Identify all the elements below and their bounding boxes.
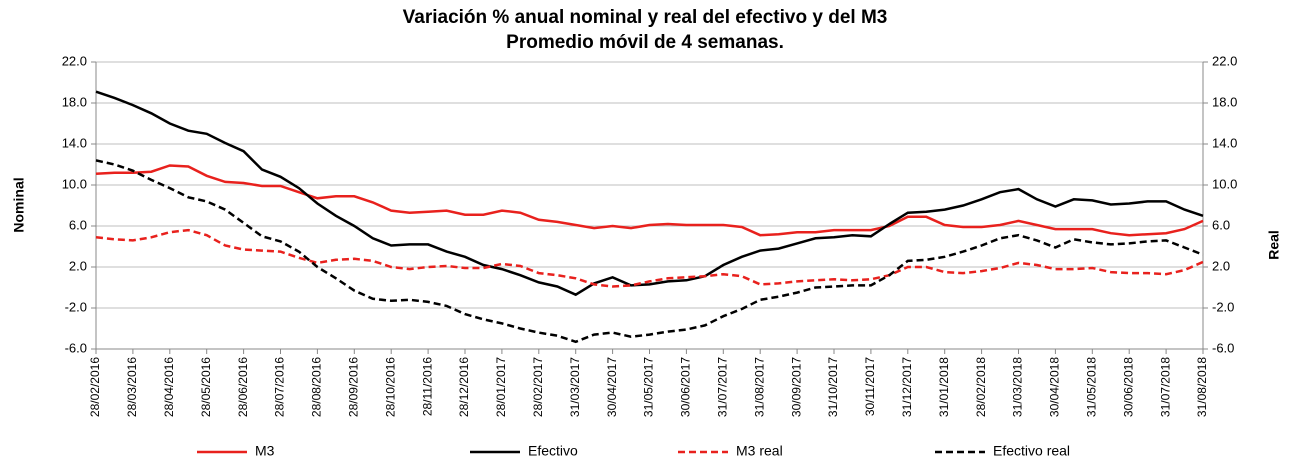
y-tick-label: 6.0 <box>69 217 87 232</box>
x-tick-label: 31/01/2018 <box>937 357 951 417</box>
y2-tick-label: -2.0 <box>1212 299 1234 314</box>
legend-label: Efectivo real <box>993 443 1070 459</box>
y2-axis-title: Real <box>1266 230 1282 260</box>
x-tick-label: 30/09/2017 <box>789 357 803 417</box>
x-tick-label: 28/05/2016 <box>199 357 213 417</box>
series-line <box>95 228 1204 288</box>
chart-title: Variación % anual nominal y real del efe… <box>403 7 888 28</box>
x-tick-label: 28/07/2016 <box>273 357 287 417</box>
x-tick-label: 31/10/2017 <box>826 357 840 417</box>
y2-tick-label: 10.0 <box>1212 176 1237 191</box>
series-line <box>95 164 1204 237</box>
y-tick-label: 18.0 <box>62 94 87 109</box>
legend-label: M3 real <box>736 443 783 459</box>
x-tick-label: 30/04/2018 <box>1048 357 1062 417</box>
x-tick-label: 28/03/2016 <box>125 357 139 417</box>
x-tick-label: 30/06/2018 <box>1121 357 1135 417</box>
x-tick-label: 30/04/2017 <box>605 357 619 417</box>
x-tick-label: 28/09/2016 <box>346 357 360 417</box>
x-tick-label: 30/06/2017 <box>679 357 693 417</box>
chart-subtitle: Promedio móvil de 4 semanas. <box>506 32 784 53</box>
x-tick-label: 31/03/2018 <box>1011 357 1025 417</box>
y2-tick-label: 22.0 <box>1212 53 1237 68</box>
y-tick-label: 22.0 <box>62 53 87 68</box>
series-line <box>95 90 1204 297</box>
legend-label: M3 <box>255 443 275 459</box>
y2-tick-label: -6.0 <box>1212 340 1234 355</box>
x-tick-label: 31/07/2018 <box>1158 357 1172 417</box>
x-tick-label: 28/02/2017 <box>531 357 545 417</box>
y-tick-label: 14.0 <box>62 135 87 150</box>
x-tick-label: 31/05/2018 <box>1084 357 1098 417</box>
x-tick-label: 31/08/2018 <box>1195 357 1209 417</box>
x-tick-label: 31/07/2017 <box>715 357 729 417</box>
y-tick-label: -6.0 <box>65 340 87 355</box>
y-axis-title: Nominal <box>11 177 27 232</box>
x-tick-label: 28/08/2016 <box>310 357 324 417</box>
x-tick-label: 28/10/2016 <box>383 357 397 417</box>
y2-tick-label: 2.0 <box>1212 258 1230 273</box>
x-tick-label: 28/04/2016 <box>162 357 176 417</box>
x-tick-label: 28/06/2016 <box>236 357 250 417</box>
x-tick-label: 28/02/2018 <box>974 357 988 417</box>
y2-tick-label: 18.0 <box>1212 94 1237 109</box>
x-tick-label: 28/02/2016 <box>88 357 102 417</box>
x-tick-label: 28/11/2016 <box>420 357 434 416</box>
y2-tick-label: 14.0 <box>1212 135 1237 150</box>
x-tick-label: 31/03/2017 <box>568 357 582 417</box>
y-tick-label: 2.0 <box>69 258 87 273</box>
x-tick-label: 30/11/2017 <box>863 357 877 416</box>
y2-tick-label: 6.0 <box>1212 217 1230 232</box>
legend-label: Efectivo <box>528 443 578 459</box>
x-tick-label: 28/12/2016 <box>457 357 471 417</box>
x-tick-label: 31/05/2017 <box>642 357 656 417</box>
y-tick-label: 10.0 <box>62 176 87 191</box>
x-tick-label: 31/08/2017 <box>752 357 766 417</box>
y-tick-label: -2.0 <box>65 299 87 314</box>
series-line <box>95 159 1204 344</box>
x-tick-label: 31/12/2017 <box>900 357 914 417</box>
x-tick-label: 28/01/2017 <box>494 357 508 417</box>
